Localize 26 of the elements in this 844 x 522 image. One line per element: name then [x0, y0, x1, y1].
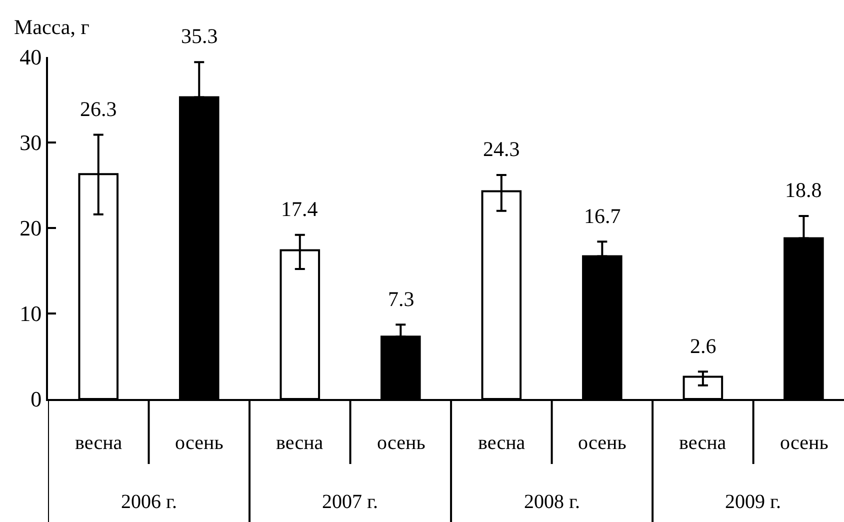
- data-label: 16.7: [584, 204, 621, 228]
- x-tick-label: весна: [276, 432, 324, 454]
- y-tick-label: 10: [20, 301, 42, 326]
- data-label: 7.3: [388, 287, 414, 311]
- y-tick-label: 40: [20, 44, 42, 70]
- y-tick-label: 0: [30, 386, 42, 412]
- x-tick-label: осень: [377, 432, 426, 454]
- y-tick-label: 20: [20, 216, 42, 241]
- x-tick-label: осень: [780, 432, 828, 454]
- data-label: 26.3: [80, 97, 117, 121]
- text: 2008 г.: [524, 491, 580, 513]
- data-label: 2.6: [690, 334, 716, 358]
- x-tick-label: весна: [75, 432, 122, 454]
- data-label: 35.3: [181, 24, 218, 48]
- data-label: 18.8: [785, 178, 822, 202]
- text: 2009 г.: [725, 491, 781, 513]
- y-tick-label: 30: [20, 130, 42, 156]
- text: 2006 г.: [121, 491, 177, 513]
- data-label: 24.3: [483, 137, 520, 161]
- x-tick-label: весна: [679, 432, 726, 454]
- y-axis-title: Масса, г: [14, 15, 90, 39]
- x-tick-label: весна: [478, 432, 526, 454]
- data-label: 17.4: [281, 197, 318, 221]
- x-tick-label: осень: [578, 432, 626, 454]
- x-tick-label: осень: [175, 432, 224, 454]
- text: 2007 г.: [322, 491, 378, 513]
